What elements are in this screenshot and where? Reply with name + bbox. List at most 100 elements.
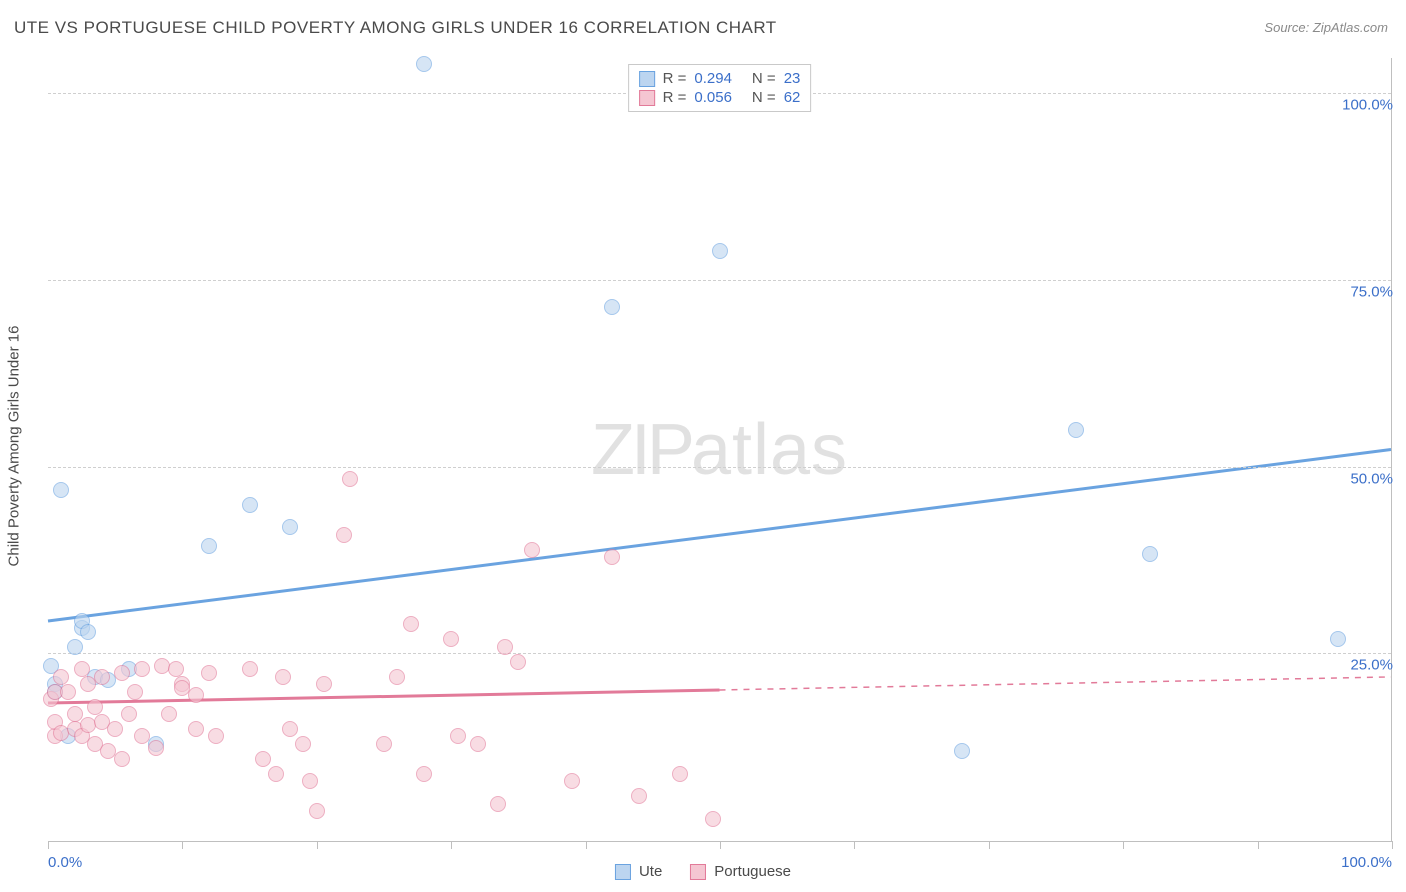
chart-title: UTE VS PORTUGUESE CHILD POVERTY AMONG GI… (14, 18, 777, 38)
data-point (376, 736, 392, 752)
correlation-stats-box: R = 0.294 N = 23 R = 0.056 N = 62 (628, 64, 812, 112)
stat-n-value: 62 (784, 89, 801, 106)
data-point (712, 243, 728, 259)
x-tick (451, 841, 452, 849)
data-point (450, 728, 466, 744)
trend-lines-svg (48, 58, 1391, 841)
data-point (201, 538, 217, 554)
data-point (53, 669, 69, 685)
data-point (302, 773, 318, 789)
data-point (564, 773, 580, 789)
series-swatch (639, 90, 655, 106)
x-tick (1392, 841, 1393, 849)
series-legend: Ute Portuguese (615, 863, 791, 880)
stat-n-value: 23 (784, 70, 801, 87)
data-point (524, 542, 540, 558)
data-point (127, 684, 143, 700)
y-tick-label: 100.0% (1342, 97, 1393, 114)
data-point (134, 661, 150, 677)
data-point (161, 706, 177, 722)
data-point (705, 811, 721, 827)
data-point (490, 796, 506, 812)
data-point (67, 706, 83, 722)
data-point (201, 665, 217, 681)
data-point (470, 736, 486, 752)
watermark: ZIPatlas (591, 409, 848, 491)
legend-label: Ute (639, 863, 662, 880)
data-point (134, 728, 150, 744)
legend-item: Ute (615, 863, 662, 880)
data-point (416, 56, 432, 72)
stat-n-label: N = (752, 70, 776, 87)
x-tick (182, 841, 183, 849)
data-point (316, 676, 332, 692)
data-point (309, 803, 325, 819)
x-tick (989, 841, 990, 849)
data-point (114, 751, 130, 767)
data-point (80, 624, 96, 640)
stat-r-label: R = (663, 89, 687, 106)
gridline (48, 653, 1391, 654)
stat-r-value: 0.294 (694, 70, 732, 87)
source-label: Source: (1264, 20, 1309, 35)
data-point (242, 497, 258, 513)
data-point (148, 740, 164, 756)
data-point (342, 471, 358, 487)
stats-row: R = 0.056 N = 62 (639, 88, 801, 107)
watermark-atlas: atlas (691, 410, 848, 490)
data-point (60, 684, 76, 700)
y-tick-label: 50.0% (1350, 470, 1393, 487)
data-point (295, 736, 311, 752)
x-tick (720, 841, 721, 849)
data-point (282, 519, 298, 535)
data-point (1068, 422, 1084, 438)
stats-row: R = 0.294 N = 23 (639, 69, 801, 88)
data-point (510, 654, 526, 670)
x-tick (586, 841, 587, 849)
chart-container: UTE VS PORTUGUESE CHILD POVERTY AMONG GI… (0, 0, 1406, 892)
stat-r-label: R = (663, 70, 687, 87)
data-point (497, 639, 513, 655)
source-value: ZipAtlas.com (1313, 20, 1388, 35)
watermark-zip: ZIP (591, 410, 691, 490)
data-point (74, 661, 90, 677)
data-point (188, 687, 204, 703)
data-point (87, 699, 103, 715)
gridline (48, 280, 1391, 281)
data-point (282, 721, 298, 737)
data-point (1142, 546, 1158, 562)
trend-line (48, 450, 1391, 622)
series-swatch (639, 71, 655, 87)
x-tick (317, 841, 318, 849)
data-point (954, 743, 970, 759)
data-point (416, 766, 432, 782)
plot-area: ZIPatlas 25.0%50.0%75.0%100.0%0.0%100.0%… (48, 58, 1392, 842)
data-point (94, 669, 110, 685)
data-point (631, 788, 647, 804)
data-point (268, 766, 284, 782)
legend-label: Portuguese (714, 863, 791, 880)
data-point (443, 631, 459, 647)
data-point (672, 766, 688, 782)
legend-item: Portuguese (690, 863, 791, 880)
x-tick (854, 841, 855, 849)
data-point (389, 669, 405, 685)
gridline (48, 467, 1391, 468)
x-tick (48, 841, 49, 849)
data-point (208, 728, 224, 744)
stat-r-value: 0.056 (694, 89, 732, 106)
data-point (604, 549, 620, 565)
x-tick-label: 100.0% (1341, 854, 1392, 871)
data-point (121, 706, 137, 722)
data-point (242, 661, 258, 677)
legend-swatch (690, 864, 706, 880)
y-tick-label: 75.0% (1350, 284, 1393, 301)
data-point (188, 721, 204, 737)
stat-n-label: N = (752, 89, 776, 106)
data-point (336, 527, 352, 543)
x-tick (1123, 841, 1124, 849)
y-axis-label: Child Poverty Among Girls Under 16 (6, 326, 23, 567)
x-tick (1258, 841, 1259, 849)
data-point (403, 616, 419, 632)
x-tick-label: 0.0% (48, 854, 82, 871)
